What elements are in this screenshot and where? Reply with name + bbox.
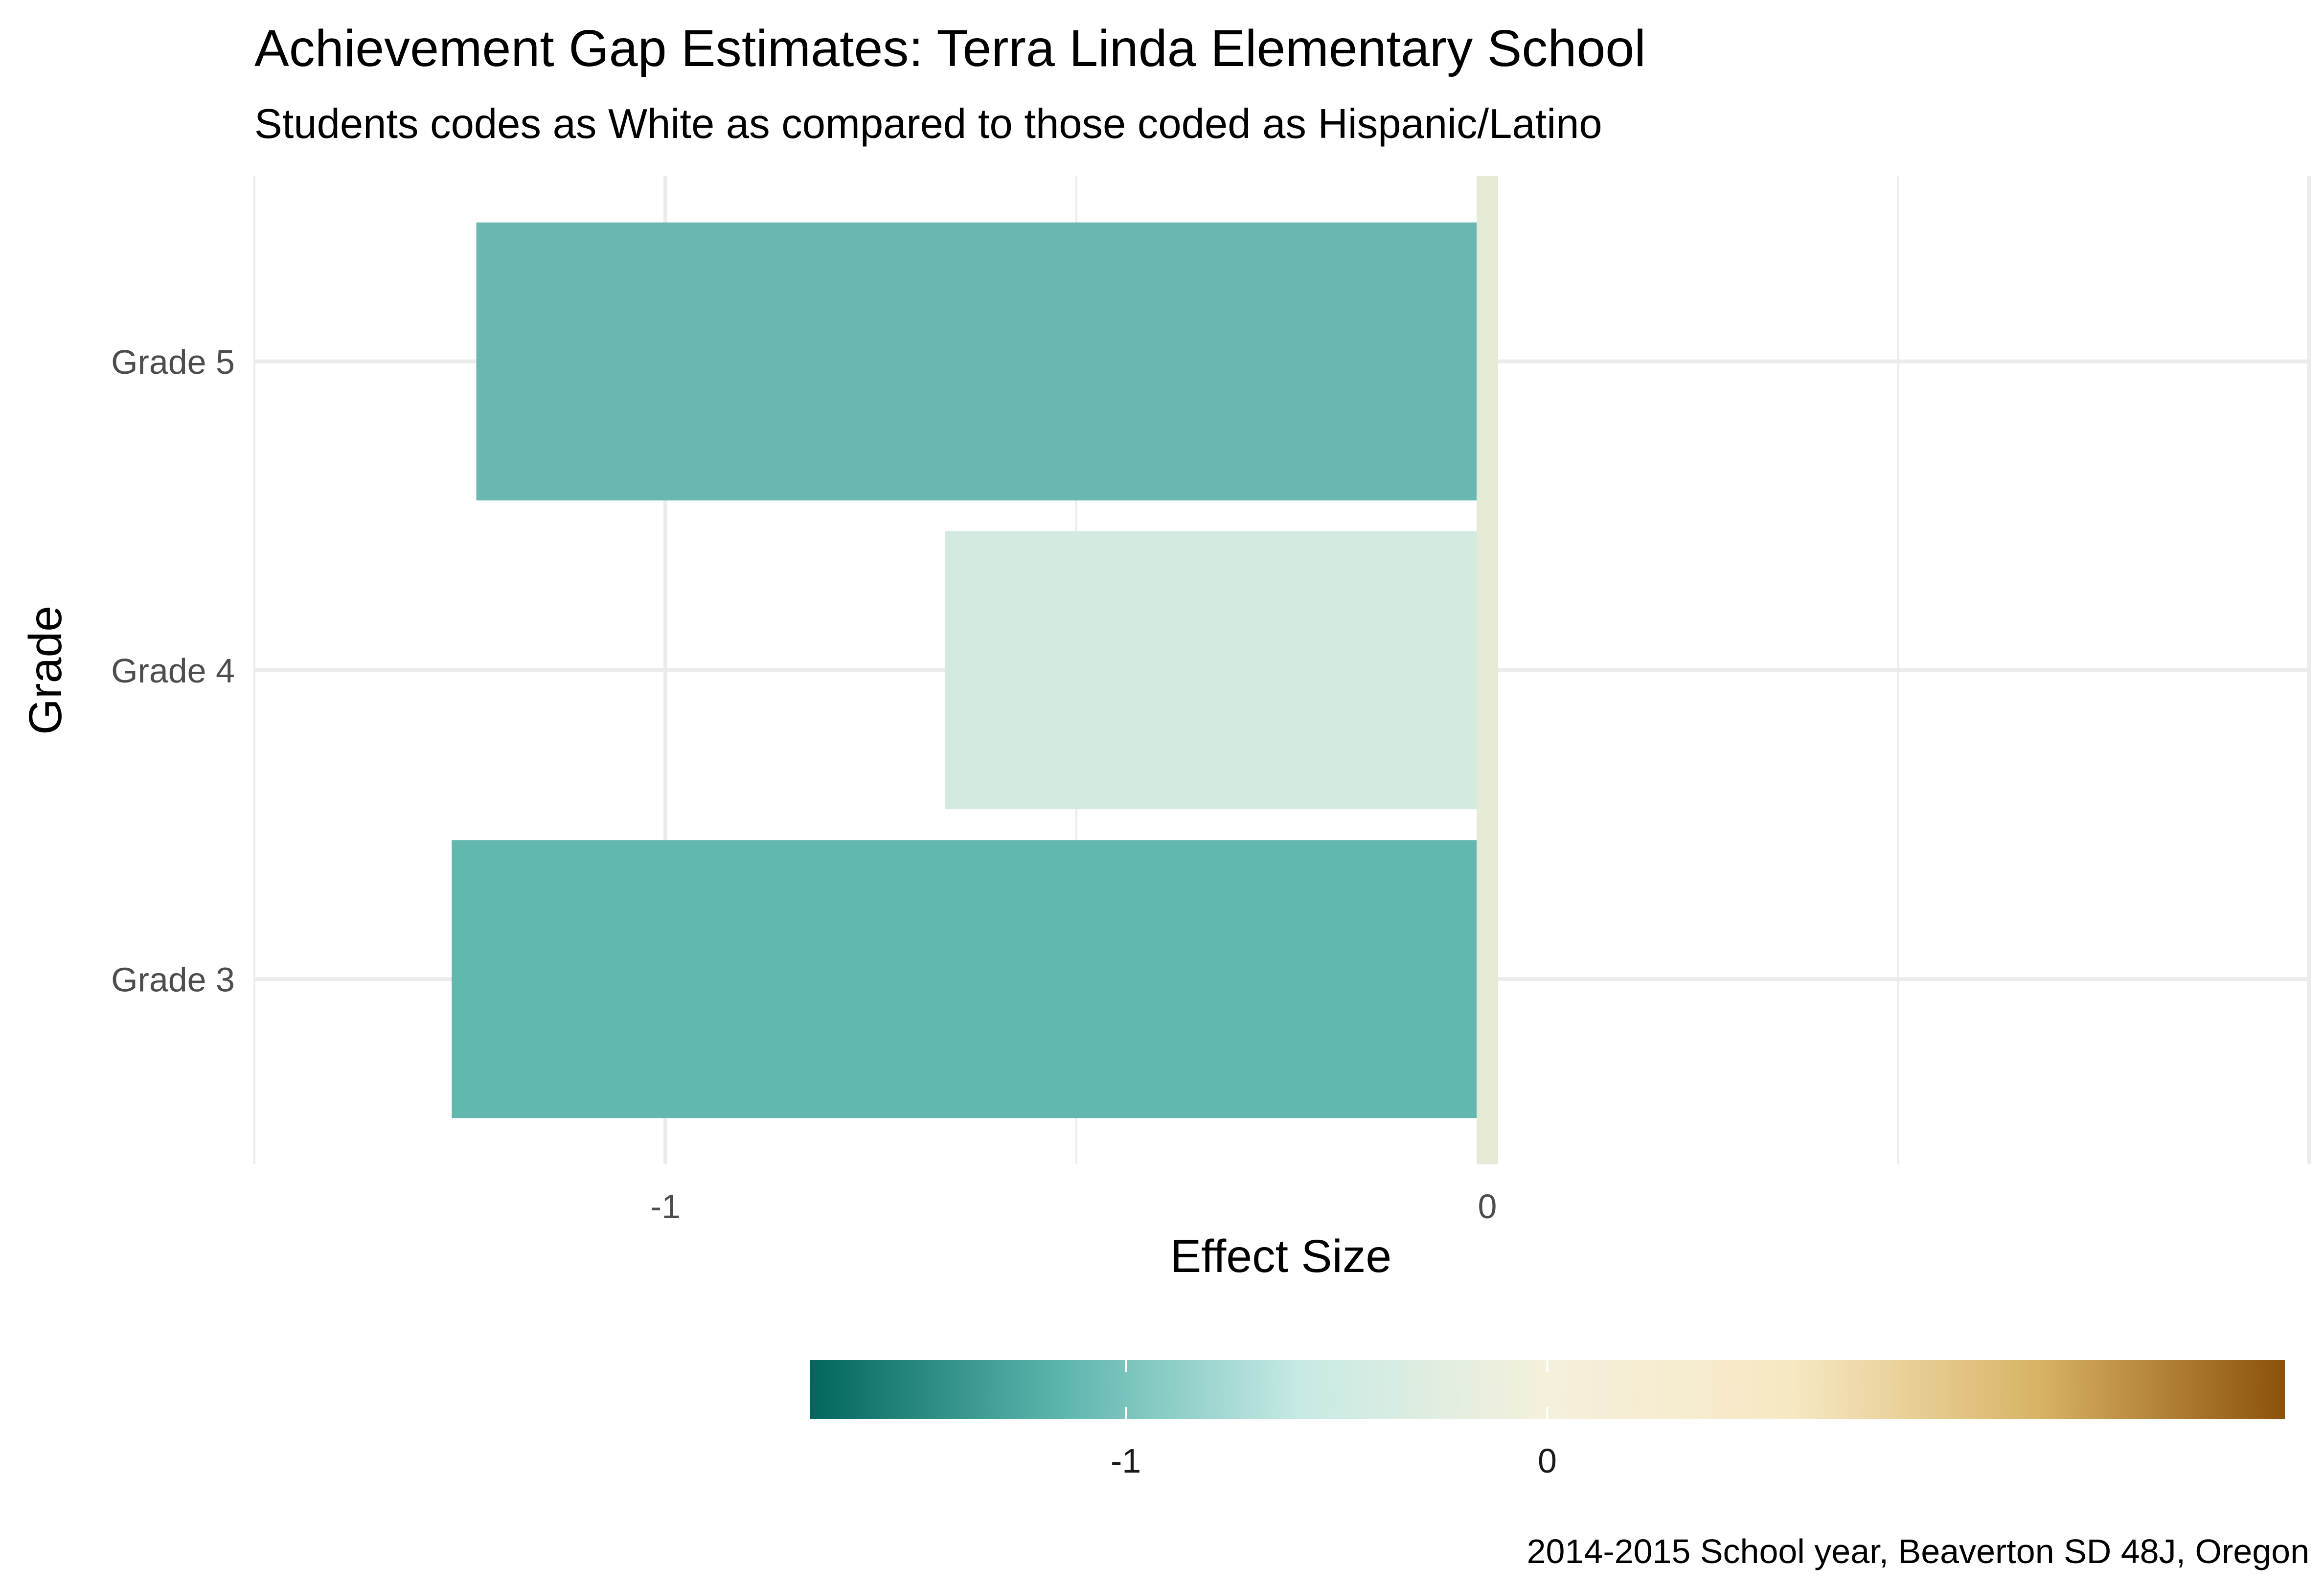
colorbar-legend: -1 0 [810, 1360, 2285, 1480]
bars [452, 222, 1488, 1118]
chart-subtitle: Students codes as White as compared to t… [254, 101, 1602, 147]
y-axis-title: Grade [20, 606, 71, 735]
caption: 2014-2015 School year, Beaverton SD 48J,… [1527, 1532, 2309, 1570]
x-tick-label: -1 [650, 1187, 681, 1226]
bar [945, 531, 1487, 810]
reference-line [1477, 176, 1498, 1164]
x-tick-label: 0 [1478, 1187, 1497, 1226]
x-axis-title: Effect Size [1170, 1230, 1391, 1282]
reference-line-group [1477, 176, 1498, 1164]
x-axis-ticks: -1 0 [650, 1187, 1497, 1226]
bar [476, 222, 1487, 500]
colorbar-tick-label: -1 [1111, 1442, 1141, 1480]
y-tick-label: Grade 4 [111, 652, 235, 690]
y-axis-ticks: Grade 3 Grade 4 Grade 5 [111, 343, 235, 999]
colorbar-tick-label: 0 [1538, 1442, 1557, 1480]
chart-title: Achievement Gap Estimates: Terra Linda E… [254, 20, 1646, 77]
y-tick-label: Grade 3 [111, 960, 235, 999]
y-tick-label: Grade 5 [111, 343, 235, 381]
bar [452, 840, 1488, 1118]
